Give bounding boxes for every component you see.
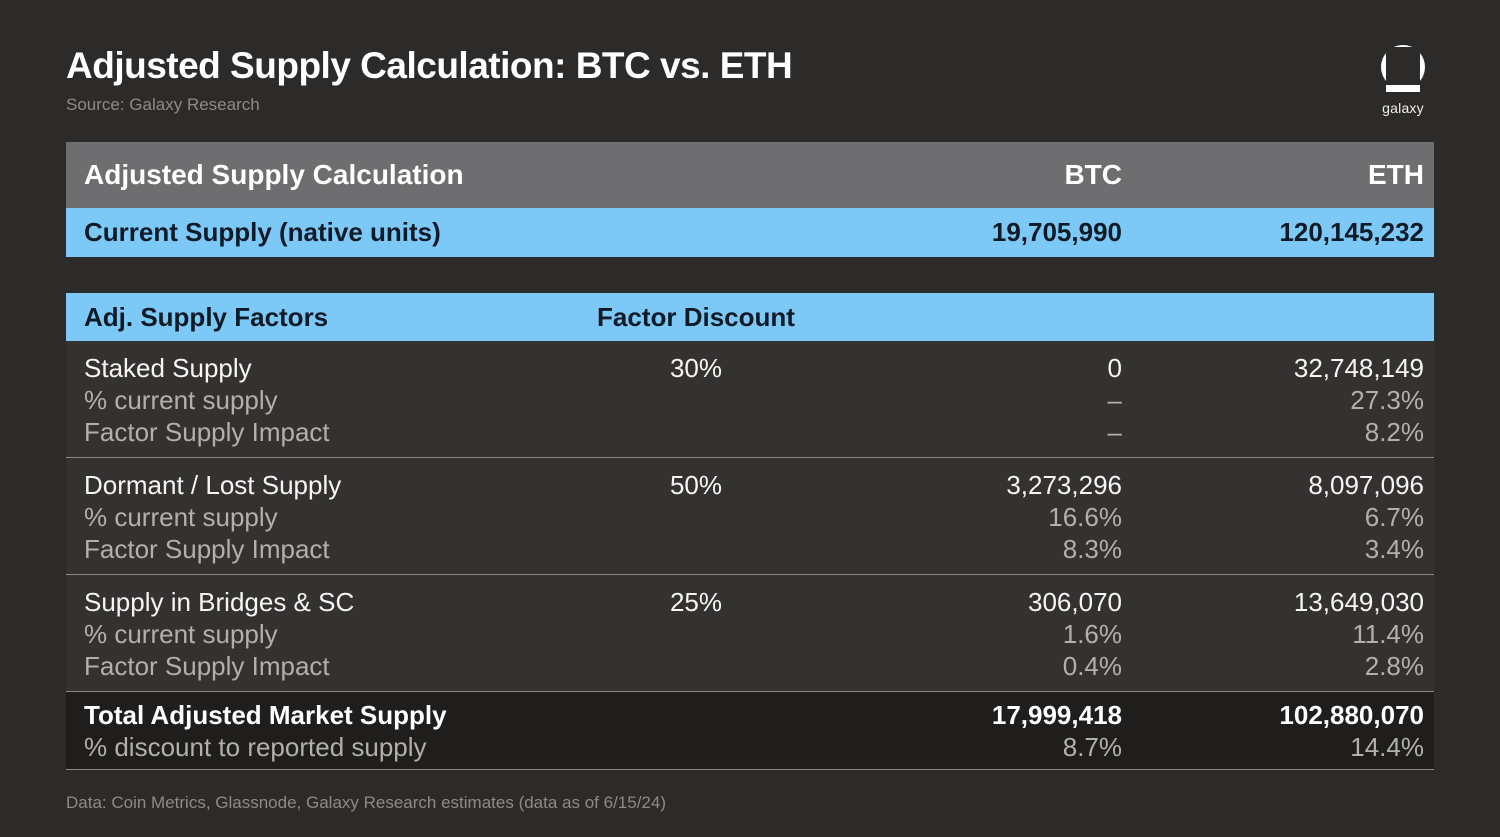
factor-subrow-label: % current supply [84, 502, 278, 532]
factor-subrow-label: Factor Supply Impact [84, 417, 330, 447]
btc-value: – [1107, 417, 1122, 447]
current-supply-row: Current Supply (native units) 19,705,990… [66, 208, 1434, 257]
table-header-spacer [516, 142, 876, 208]
eth-value: 11.4% [1352, 619, 1424, 649]
eth-total-value: 102,880,070 [1279, 700, 1424, 730]
total-subrow-label: % discount to reported supply [84, 732, 427, 762]
brand-block: galaxy [1373, 44, 1433, 116]
eth-value: 27.3% [1350, 385, 1424, 415]
current-supply-btc: 19,705,990 [991, 217, 1122, 247]
current-supply-label: Current Supply (native units) [84, 217, 441, 247]
galaxy-logo-icon [1373, 44, 1433, 96]
eth-column-header: ETH [1368, 159, 1424, 190]
factor-subrow-label: % current supply [84, 619, 278, 649]
factor-block-dormant-lost-supply: Dormant / Lost Supply % current supply F… [66, 457, 1434, 574]
btc-total-discount: 8.7% [1062, 732, 1122, 762]
eth-total-discount: 14.4% [1350, 732, 1424, 762]
eth-value: 2.8% [1364, 651, 1424, 681]
btc-value: 1.6% [1062, 619, 1122, 649]
factor-subrow-label: Factor Supply Impact [84, 651, 330, 681]
factors-table: Adj. Supply Factors Factor Discount Stak… [66, 293, 1434, 770]
page-header: Adjusted Supply Calculation: BTC vs. ETH… [66, 0, 1434, 116]
eth-value: 8,097,096 [1308, 470, 1424, 500]
factor-discount-value: 30% [669, 353, 723, 383]
current-supply-eth: 120,145,232 [1279, 217, 1424, 247]
btc-value: – [1107, 385, 1122, 415]
current-supply-table: Adjusted Supply Calculation BTC ETH Curr… [66, 142, 1434, 257]
eth-value: 32,748,149 [1293, 353, 1424, 383]
table-header-row: Adjusted Supply Calculation BTC ETH [66, 142, 1434, 208]
btc-column-header: BTC [1064, 159, 1122, 190]
factor-name: Supply in Bridges & SC [84, 587, 355, 617]
factor-subrow-label: % current supply [84, 385, 278, 415]
btc-value: 3,273,296 [1006, 470, 1122, 500]
eth-value: 3.4% [1364, 534, 1424, 564]
btc-value: 306,070 [1028, 587, 1122, 617]
factor-discount-value: 25% [669, 587, 723, 617]
total-label: Total Adjusted Market Supply [84, 700, 447, 730]
factor-block-staked-supply: Staked Supply % current supply Factor Su… [66, 341, 1434, 457]
factors-header-row: Adj. Supply Factors Factor Discount [66, 293, 1434, 341]
factor-discount-value: 50% [669, 470, 723, 500]
brand-wordmark: galaxy [1382, 100, 1424, 116]
table-header-label: Adjusted Supply Calculation [84, 159, 464, 190]
factor-subrow-label: Factor Supply Impact [84, 534, 330, 564]
factor-block-bridges-sc-supply: Supply in Bridges & SC % current supply … [66, 574, 1434, 691]
factor-discount-header: Factor Discount [597, 302, 795, 332]
factor-name: Staked Supply [84, 353, 252, 383]
factor-name: Dormant / Lost Supply [84, 470, 342, 500]
total-adjusted-supply-row: Total Adjusted Market Supply % discount … [66, 691, 1434, 770]
eth-value: 8.2% [1364, 417, 1424, 447]
btc-value: 0 [1107, 353, 1122, 383]
eth-value: 13,649,030 [1293, 587, 1424, 617]
btc-value: 16.6% [1048, 502, 1122, 532]
data-footnote: Data: Coin Metrics, Glassnode, Galaxy Re… [66, 793, 666, 812]
btc-value: 8.3% [1062, 534, 1122, 564]
eth-value: 6.7% [1364, 502, 1424, 532]
source-line: Source: Galaxy Research [66, 95, 260, 114]
btc-value: 0.4% [1062, 651, 1122, 681]
page-title: Adjusted Supply Calculation: BTC vs. ETH [66, 45, 793, 86]
btc-total-value: 17,999,418 [991, 700, 1122, 730]
factors-header-label: Adj. Supply Factors [84, 302, 329, 332]
